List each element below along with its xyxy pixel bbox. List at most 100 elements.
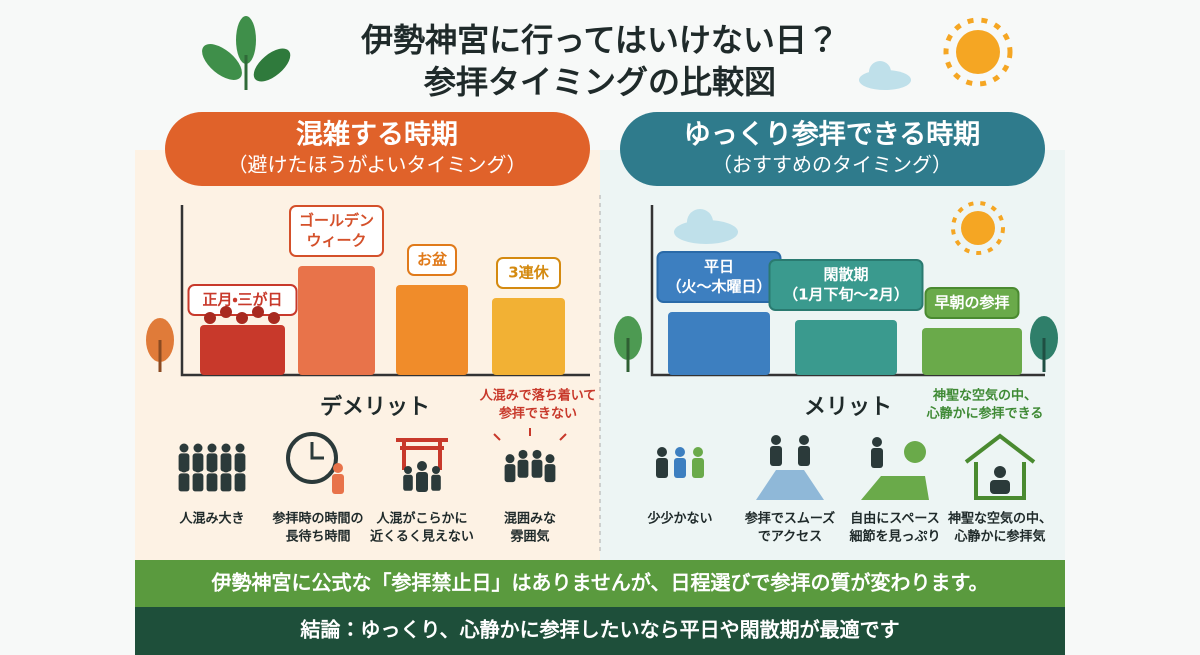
title: 伊勢神宮に行ってはいけない日？: [360, 21, 839, 59]
item-caption: 雰囲気: [510, 529, 549, 545]
icon-person: [332, 474, 344, 494]
crowd-figure: [252, 306, 264, 318]
section-heading: 混雑する時期: [296, 119, 458, 151]
cloud: [674, 61, 911, 244]
icon-person: [770, 446, 782, 466]
icon-person: [545, 454, 555, 464]
bar: [922, 328, 1022, 375]
note: 神聖な空気の中、: [932, 388, 1037, 404]
icon-person: [990, 480, 1010, 494]
icon-person: [221, 443, 231, 453]
icon-person: [771, 435, 781, 445]
bar-label: 3連休: [508, 264, 549, 282]
item-caption: 人混がこらかに: [375, 511, 467, 527]
icon-tree: [904, 441, 926, 463]
icon-person: [505, 454, 515, 464]
bar: [668, 312, 770, 375]
item-caption: 長待ち時間: [285, 529, 350, 545]
icon-clock: [286, 432, 338, 484]
bar-label: ゴールデン: [299, 212, 374, 230]
icon-person: [798, 446, 810, 466]
bar-label-box: [768, 259, 924, 311]
section-label: メリット: [804, 395, 892, 420]
leaves: [202, 16, 291, 90]
icon-field: [861, 476, 929, 500]
icon-person: [178, 473, 190, 492]
bar: [396, 285, 468, 375]
note: 人混みで落ち着いて: [479, 388, 597, 404]
icon-person: [693, 447, 703, 457]
icon-person: [234, 473, 246, 492]
section-heading: ゆっくり参拝できる時期: [684, 120, 980, 151]
icon-person: [235, 443, 245, 453]
section-subheading: （避けたほうがよいタイミング）: [228, 153, 527, 177]
bar-label-box: [289, 205, 384, 257]
notice-band: [135, 560, 1065, 607]
icon-person: [504, 464, 516, 483]
bar: [492, 298, 565, 375]
icon-person: [192, 473, 204, 492]
icon-person: [675, 447, 685, 457]
icon-person: [235, 463, 245, 473]
bar-label: （火〜木曜日）: [666, 278, 771, 296]
section-label: デメリット: [320, 394, 430, 420]
crowd-figure: [236, 312, 248, 324]
icon-person: [799, 435, 809, 445]
icon-person: [193, 443, 203, 453]
icon-person: [416, 472, 428, 492]
icon-person: [674, 458, 686, 478]
item-caption: 心静かに参拝気: [953, 529, 1045, 545]
icon-person: [531, 459, 543, 478]
sun: [943, 17, 1013, 255]
icon-torii: [396, 438, 448, 470]
icon-person: [656, 458, 668, 478]
section-subheading: （おすすめのタイミング）: [712, 153, 952, 177]
icon-person: [193, 463, 203, 473]
icon-person: [432, 466, 440, 474]
item-caption: 少少かない: [647, 511, 712, 527]
icon-burst: [493, 428, 567, 441]
bar-label: 早朝の参拝: [934, 294, 1009, 312]
icon-road: [756, 470, 824, 500]
crowd-figure: [268, 312, 280, 324]
icon-person: [871, 448, 883, 468]
icon-person: [207, 463, 217, 473]
icon-person: [221, 463, 231, 473]
icon-shrine: [964, 433, 1036, 500]
icon-person: [657, 447, 667, 457]
bar-label-box: [924, 287, 1020, 319]
note: 心静かに参拝できる: [926, 406, 1044, 422]
icon-clock: [310, 442, 324, 460]
bar-label: お盆: [417, 251, 448, 269]
item-caption: 参拝時の時間の: [271, 511, 363, 527]
icon-person: [518, 449, 528, 459]
icon-person: [404, 466, 412, 474]
item-caption: 自由にスペース: [850, 511, 939, 527]
item-caption: でアクセス: [758, 530, 822, 545]
bar-label: （1月下旬〜2月）: [783, 286, 909, 304]
bar: [795, 320, 897, 375]
icon-person: [206, 473, 218, 492]
item-caption: 近くるく見えない: [370, 529, 474, 545]
icon-person: [532, 449, 542, 459]
notice: 伊勢神宮に公式な「参拝禁止日」はありませんが、日程選びで参拝の質が変わります。: [211, 571, 989, 595]
icon-person: [517, 459, 529, 478]
crowd-figure: [220, 306, 232, 318]
icon-person: [403, 474, 413, 491]
bar-label: 正月・三が日: [202, 291, 282, 309]
icon-person: [544, 464, 556, 483]
crowd-figure: [204, 312, 216, 324]
right-header: [620, 112, 1045, 186]
icon-person: [431, 474, 441, 491]
icon-person: [179, 463, 189, 473]
conclusion-band: [135, 607, 1065, 655]
left-header: [165, 112, 590, 186]
icon-person: [994, 466, 1006, 478]
icon-person: [207, 443, 217, 453]
bar-label: 平日: [704, 258, 734, 276]
icon-person: [333, 463, 343, 473]
bar-label-box: [407, 244, 457, 276]
icon-person: [417, 461, 427, 471]
bar-label-box: [496, 257, 561, 289]
